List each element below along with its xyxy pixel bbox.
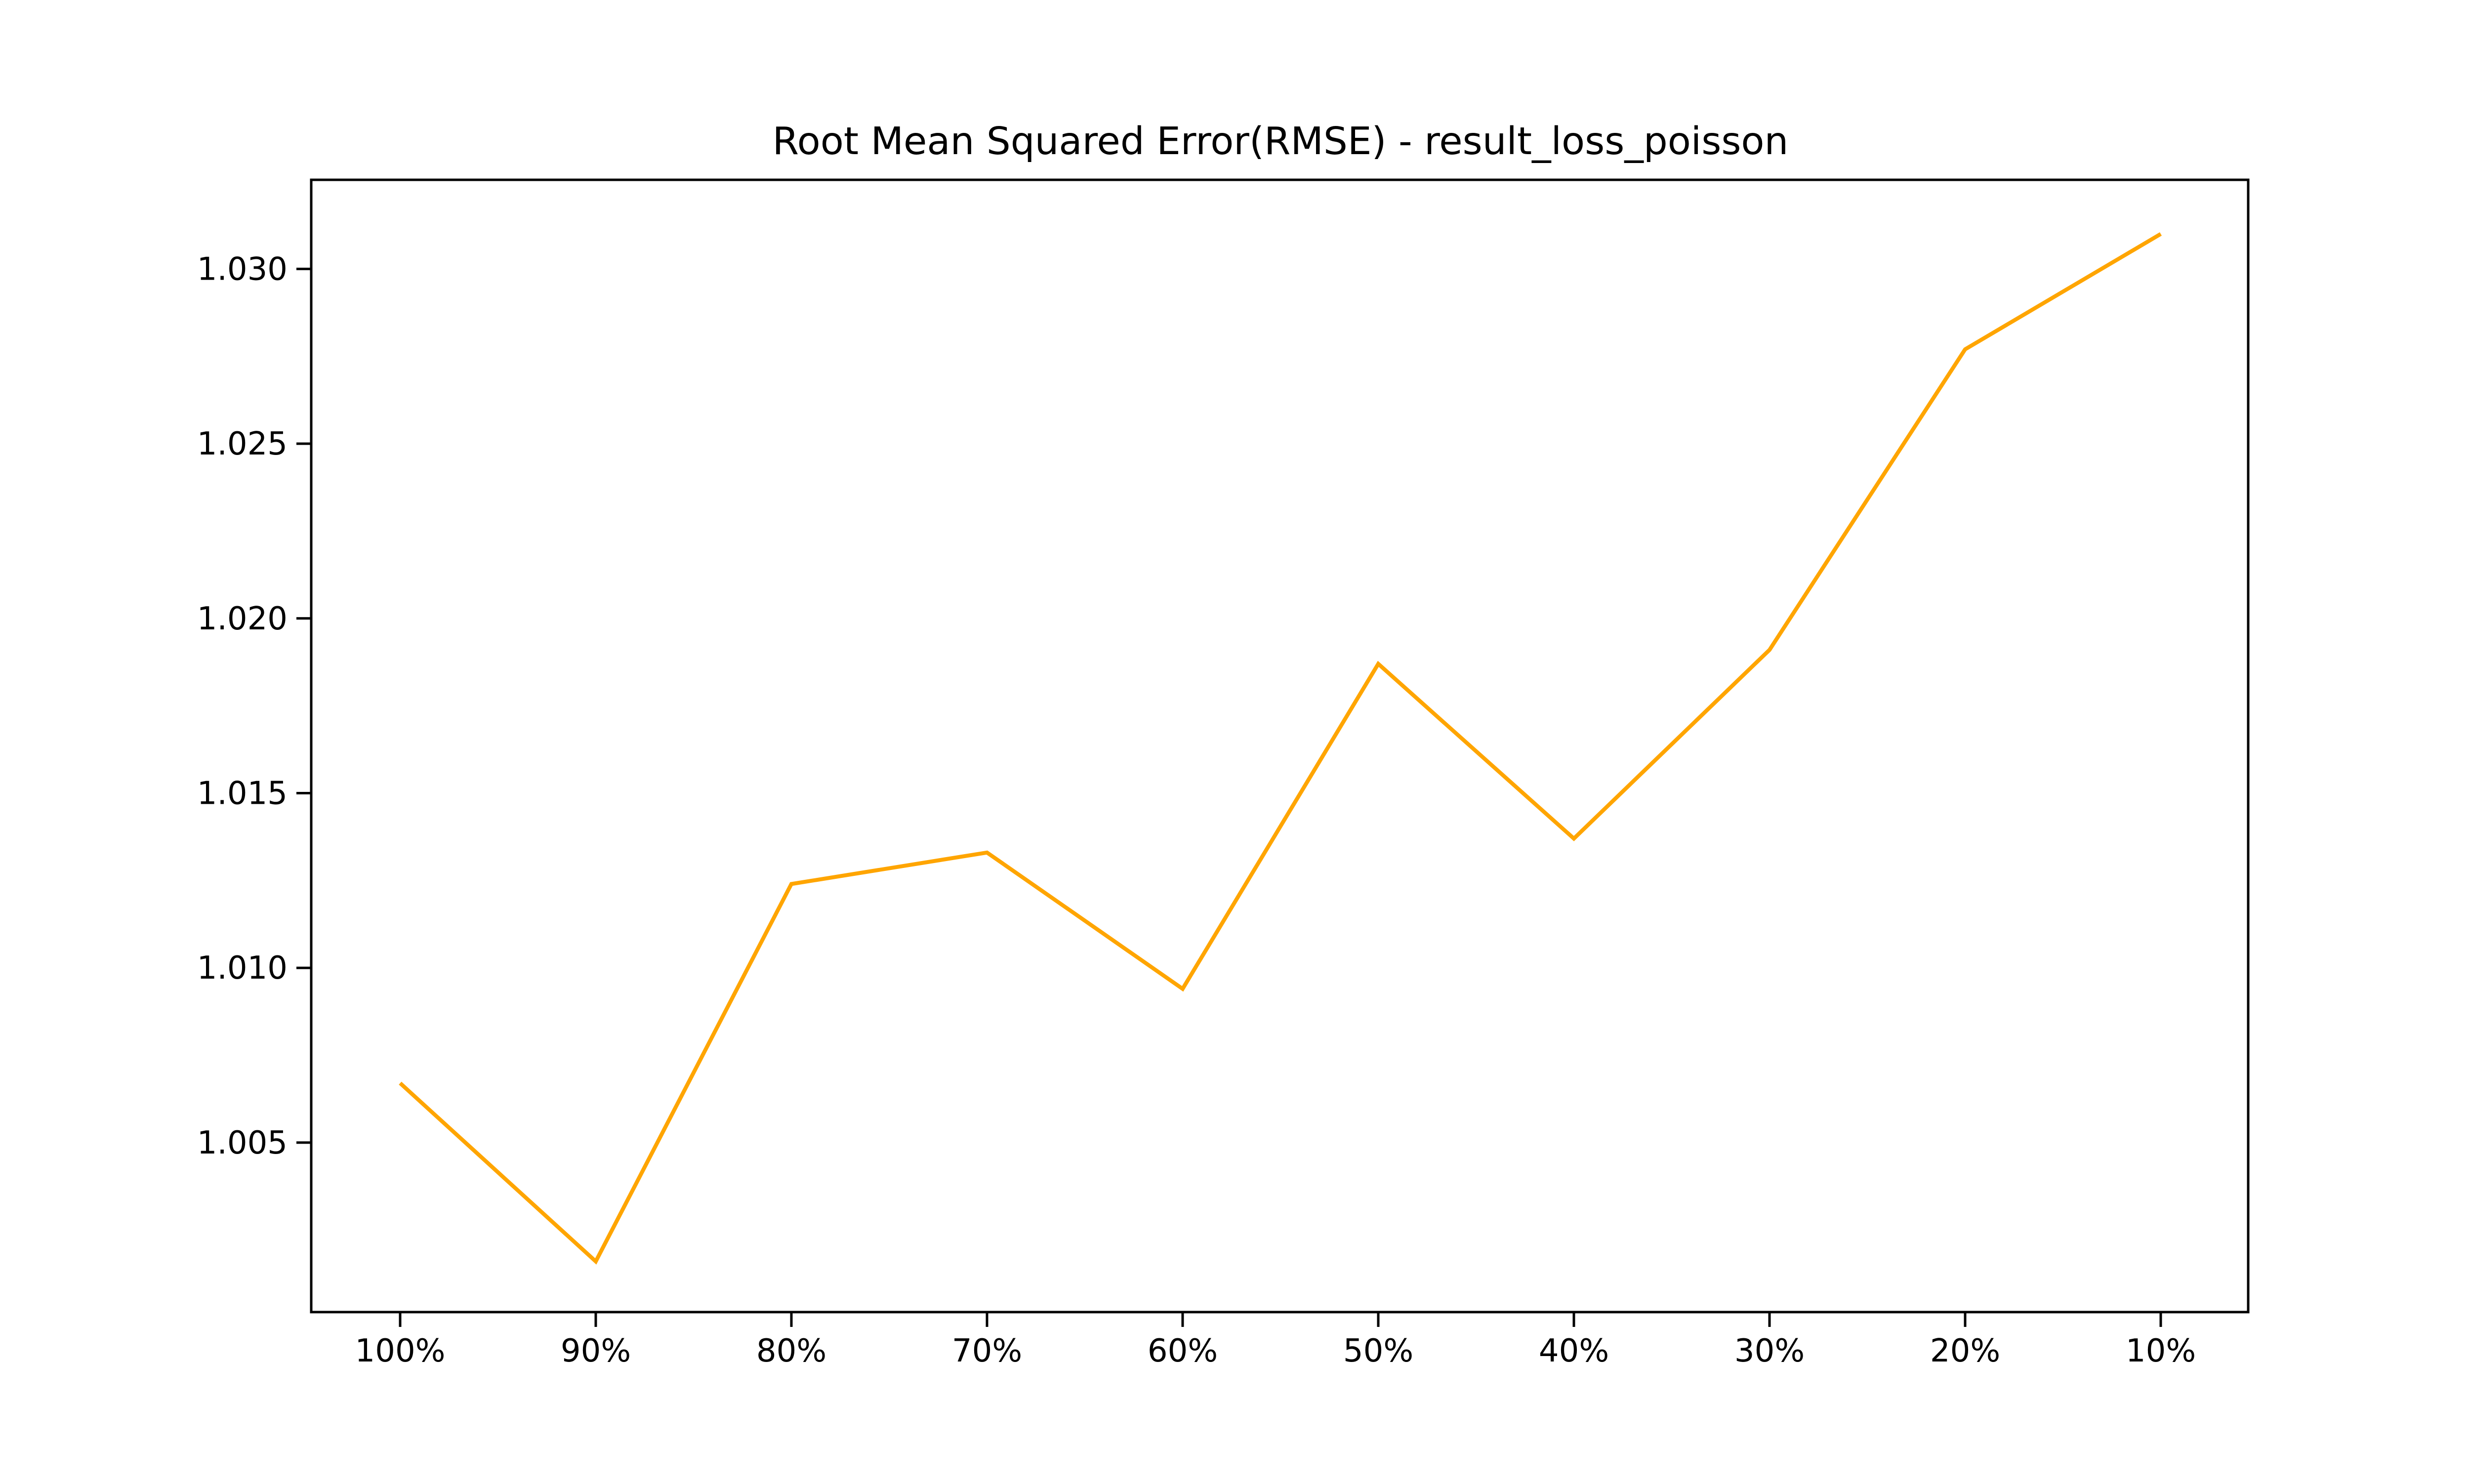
x-tick-label: 30% bbox=[1734, 1333, 1805, 1369]
x-tick-label: 70% bbox=[952, 1333, 1022, 1369]
x-tick-label: 60% bbox=[1148, 1333, 1218, 1369]
x-axis: 100% 90% 80% 70% 60% 50% 40% 30% 20% 10% bbox=[355, 1312, 2196, 1369]
x-tick-label: 100% bbox=[355, 1333, 446, 1369]
y-tick-label: 1.010 bbox=[197, 950, 288, 987]
y-tick-label: 1.005 bbox=[197, 1125, 288, 1161]
plot-frame bbox=[310, 178, 2250, 1314]
chart-title: Root Mean Squared Error(RMSE) - result_l… bbox=[773, 120, 1789, 164]
y-axis: 1.005 1.010 1.015 1.020 1.025 1.030 bbox=[197, 251, 311, 1161]
y-tick-label: 1.030 bbox=[197, 251, 288, 288]
x-tick-label: 90% bbox=[561, 1333, 631, 1369]
x-tick-label: 10% bbox=[2126, 1333, 2196, 1369]
x-tick-label: 80% bbox=[756, 1333, 826, 1369]
series-layer bbox=[399, 232, 2162, 1265]
x-tick-label: 50% bbox=[1343, 1333, 1413, 1369]
x-tick-label: 20% bbox=[1930, 1333, 2000, 1369]
x-tick-label: 40% bbox=[1539, 1333, 1609, 1369]
series-line bbox=[399, 232, 2162, 1265]
y-tick-label: 1.025 bbox=[197, 426, 288, 462]
y-tick-label: 1.015 bbox=[197, 776, 288, 812]
y-tick-label: 1.020 bbox=[197, 601, 288, 637]
